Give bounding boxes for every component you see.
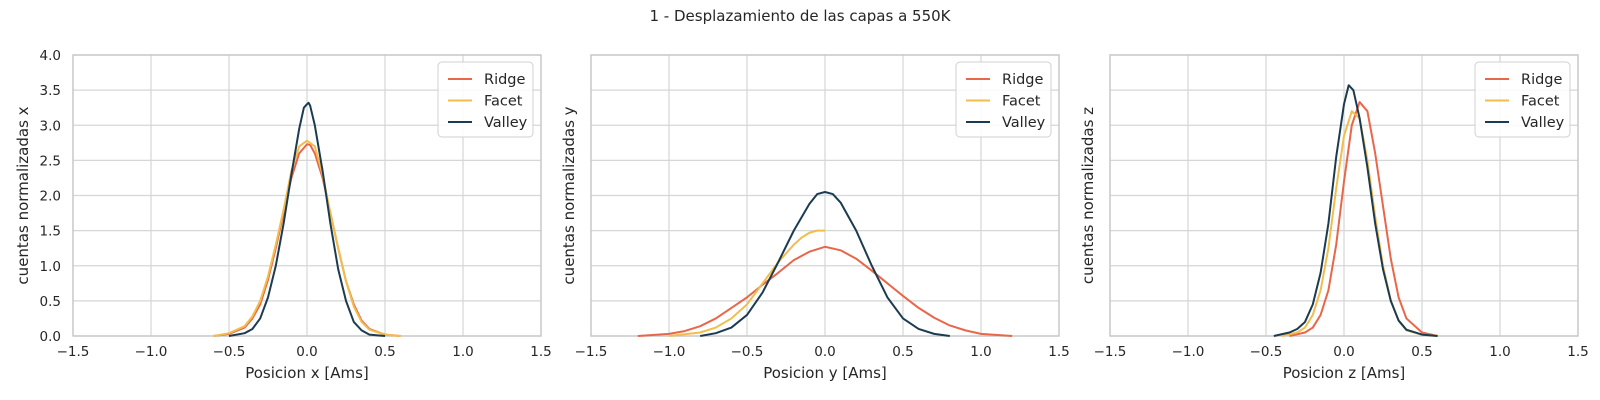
chart-panel-2: −1.5 −1.0 −0.5 0.0 0.5 1.0 1.5 Posicion y [Ams]…	[560, 54, 1070, 382]
plot-frame	[590, 54, 1060, 337]
y-tick-label: 1.0	[40, 259, 61, 275]
legend-label-facet: Facet	[1002, 94, 1041, 110]
y-tick-label: 2.5	[40, 153, 61, 169]
y-tick-label: 4.0	[40, 48, 61, 64]
y-tick-label: 0.0	[40, 329, 61, 345]
x-tick-label: −1.5	[1094, 344, 1127, 360]
y-tick-label: 3.5	[40, 83, 61, 99]
legend-label-valley: Valley	[484, 115, 528, 131]
series-line-facet	[668, 229, 825, 337]
series-line-facet	[213, 139, 401, 337]
legend-box	[1474, 61, 1571, 138]
chart-panel-1: −1.5 −1.0 −0.5 0.0 0.5 1.0 1.5 0.0 0.5 1.0 1.5 2.0 2…	[14, 48, 552, 382]
legend: Ridge Facet Valley	[437, 61, 534, 138]
y-tick-label: 3.0	[40, 118, 61, 134]
x-axis-label: Posicion x [Ams]	[245, 364, 369, 382]
chart-panel-3: −1.5 −1.0 −0.5 0.0 0.5 1.0 1.5 Posicion z [Ams]…	[1079, 54, 1589, 382]
x-tick-label: 0.5	[374, 344, 395, 360]
legend-label-facet: Facet	[1521, 94, 1560, 110]
series-line-ridge	[637, 245, 1013, 337]
legend-label-ridge: Ridge	[1521, 72, 1563, 88]
plot-frame	[1109, 54, 1579, 337]
plot-frame	[72, 54, 542, 337]
x-tick-label: 1.5	[1567, 344, 1588, 360]
legend: Ridge Facet Valley	[1474, 61, 1571, 138]
x-tick-label: −0.5	[731, 344, 764, 360]
y-tick-label: 2.0	[40, 189, 61, 205]
y-tick-label: 1.5	[40, 224, 61, 240]
y-axis-label: cuentas normalizadas z	[1079, 107, 1097, 284]
x-tick-label: 0.0	[814, 344, 835, 360]
series-line-facet	[1281, 110, 1438, 337]
series-line-ridge	[1289, 101, 1438, 337]
x-tick-label: −1.0	[135, 344, 168, 360]
legend-box	[437, 61, 534, 138]
x-tick-label: 0.5	[892, 344, 913, 360]
series-line-valley	[700, 190, 950, 337]
y-tick-label: 0.5	[40, 294, 61, 310]
x-tick-label: 0.0	[1333, 344, 1354, 360]
x-tick-label: −0.5	[213, 344, 246, 360]
x-tick-label: −1.5	[575, 344, 608, 360]
x-tick-label: 1.5	[1048, 344, 1069, 360]
x-tick-label: 0.5	[1411, 344, 1432, 360]
x-tick-label: −1.5	[57, 344, 90, 360]
x-tick-label: 1.0	[452, 344, 473, 360]
legend-label-facet: Facet	[484, 94, 523, 110]
figure-title: 1 - Desplazamiento de las capas a 550K	[650, 7, 952, 25]
x-tick-label: −1.0	[1172, 344, 1205, 360]
legend-label-valley: Valley	[1521, 115, 1565, 131]
x-tick-label: 1.0	[970, 344, 991, 360]
legend-label-ridge: Ridge	[484, 72, 526, 88]
x-axis-label: Posicion z [Ams]	[1283, 364, 1406, 382]
legend-box	[955, 61, 1052, 138]
x-tick-label: 1.0	[1489, 344, 1510, 360]
x-tick-label: −1.0	[653, 344, 686, 360]
series-line-valley	[1273, 84, 1438, 337]
y-axis-label: cuentas normalizadas x	[14, 106, 32, 284]
legend: Ridge Facet Valley	[955, 61, 1052, 138]
x-tick-label: −0.5	[1250, 344, 1283, 360]
legend-label-ridge: Ridge	[1002, 72, 1044, 88]
series-line-valley	[228, 101, 386, 337]
x-tick-label: 0.0	[296, 344, 317, 360]
y-axis-label: cuentas normalizadas y	[560, 106, 578, 284]
x-tick-label: 1.5	[530, 344, 551, 360]
panels: −1.5 −1.0 −0.5 0.0 0.5 1.0 1.5 0.0 0.5 1.0 1.5 2.0 2…	[14, 48, 1589, 382]
legend-label-valley: Valley	[1002, 115, 1046, 131]
x-axis-label: Posicion y [Ams]	[763, 364, 887, 382]
